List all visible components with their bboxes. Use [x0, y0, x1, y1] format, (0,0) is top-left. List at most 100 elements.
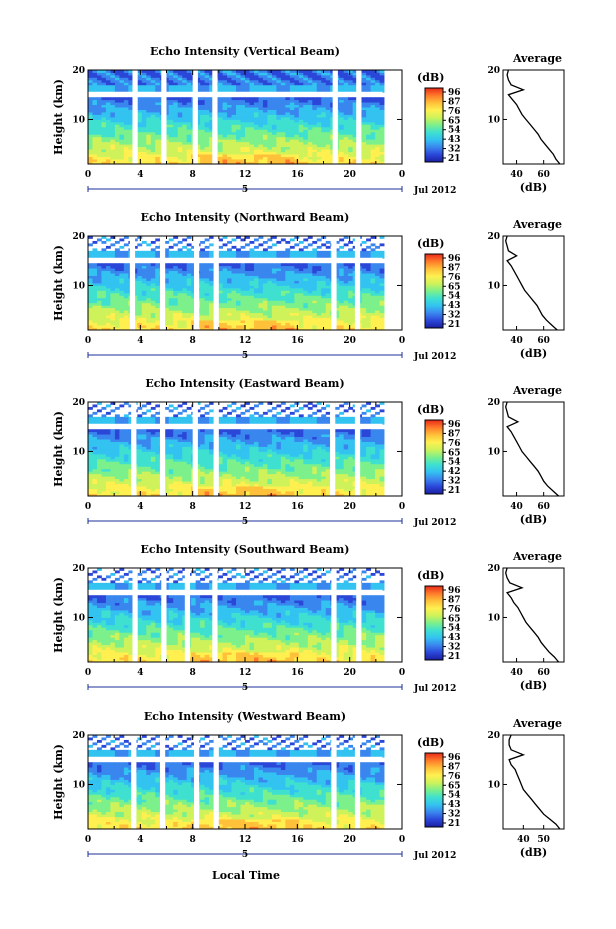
heatmap-cell [231, 275, 237, 279]
heatmap-cell [218, 72, 223, 76]
heatmap-cell [92, 449, 98, 452]
heatmap-cell [253, 151, 259, 155]
heatmap-cell [285, 161, 291, 165]
heatmap-cell [294, 312, 300, 316]
heatmap-cell [173, 278, 179, 281]
heatmap-cell [343, 317, 349, 321]
heatmap-cell [146, 263, 152, 267]
heatmap-cell [218, 295, 223, 299]
heatmap-cell [325, 302, 331, 306]
heatmap-cell [271, 285, 277, 289]
heatmap-cell [348, 290, 354, 294]
heatmap-cell [276, 307, 282, 311]
heatmap-cell [303, 312, 309, 316]
heatmap-cell [164, 104, 170, 108]
heatmap-cell [236, 114, 241, 118]
heatmap-cell [222, 79, 228, 83]
heatmap-cell [339, 295, 345, 299]
heatmap-cell [316, 312, 322, 316]
heatmap-cell [307, 112, 313, 115]
heatmap-cell [96, 273, 102, 276]
heatmap-cell [361, 278, 367, 281]
heatmap-cell [141, 117, 147, 120]
heatmap-cell [285, 248, 291, 252]
heatmap-cell [267, 270, 273, 274]
heatmap-cell [370, 305, 376, 309]
heatmap-cell [96, 483, 102, 487]
heatmap-cell [231, 114, 237, 118]
heatmap-cell [164, 154, 170, 157]
heatmap-cell [236, 119, 241, 123]
heatmap-cell [101, 307, 107, 311]
heatmap-cell [92, 146, 98, 150]
heatmap-cell [312, 275, 318, 279]
heatmap-cell [141, 114, 147, 118]
heatmap-cell [249, 268, 255, 272]
heatmap-cell [92, 72, 98, 76]
heatmap-cell [204, 97, 210, 101]
heatmap-cell [164, 139, 170, 143]
heatmap-cell [267, 134, 273, 138]
heatmap-cell [307, 255, 313, 259]
heatmap-cell [101, 287, 107, 291]
heatmap-cell [271, 131, 277, 135]
heatmap-cell [88, 149, 93, 153]
heatmap-cell [334, 322, 340, 326]
heatmap-cell [128, 476, 134, 480]
heatmap-cell [101, 270, 107, 274]
heatmap-cell [352, 77, 358, 81]
heatmap-cell [186, 317, 192, 321]
heatmap-cell [177, 72, 183, 76]
heatmap-cell [114, 141, 120, 145]
heatmap-cell [325, 99, 331, 103]
heatmap-cell [182, 104, 188, 108]
heatmap-cell [361, 136, 367, 140]
heatmap-cell [155, 320, 161, 323]
heatmap-cell [366, 270, 371, 274]
heatmap-cell [303, 72, 309, 76]
heatmap-cell [110, 287, 116, 291]
heatmap-cell [182, 136, 188, 140]
heatmap-cell [114, 478, 120, 482]
heatmap-cell [110, 268, 116, 272]
heatmap-cell [240, 129, 246, 133]
heatmap-cell [253, 285, 259, 289]
heatmap-cell [236, 131, 241, 135]
heatmap-cell [325, 305, 331, 309]
heatmap-cell [186, 134, 192, 138]
heatmap-cell [348, 144, 354, 148]
heatmap-cell [96, 310, 102, 314]
heatmap-cell [209, 70, 214, 73]
heatmap-cell [195, 77, 201, 81]
heatmap-cell [253, 104, 259, 108]
heatmap-cell [146, 89, 152, 93]
heatmap-cell [146, 109, 152, 113]
heatmap-cell [119, 74, 125, 78]
heatmap-cell [218, 253, 223, 257]
heatmap-cell [168, 107, 174, 110]
heatmap-cell [267, 102, 273, 106]
heatmap-cell [146, 283, 152, 286]
heatmap-cell [209, 322, 214, 326]
heatmap-cell [339, 102, 345, 106]
heatmap-cell [168, 146, 174, 150]
heatmap-cell [123, 119, 129, 123]
heatmap-cell [227, 146, 232, 150]
heatmap-cell [105, 270, 111, 274]
heatmap-cell [222, 72, 228, 76]
heatmap-cell [375, 84, 380, 88]
heatmap-cell [182, 280, 188, 284]
heatmap-cell [141, 283, 147, 286]
heatmap-cell [204, 325, 210, 328]
heatmap-cell [168, 119, 174, 123]
heatmap-cell [119, 245, 125, 249]
heatmap-cell [119, 493, 125, 497]
heatmap-cell [307, 156, 313, 160]
heatmap-cell [114, 146, 120, 150]
heatmap-cell [258, 280, 264, 284]
heatmap-cell [164, 124, 170, 128]
heatmap-cell [361, 280, 367, 284]
heatmap-cell [173, 84, 179, 88]
heatmap-cell [150, 134, 156, 138]
heatmap-cell [231, 107, 237, 110]
